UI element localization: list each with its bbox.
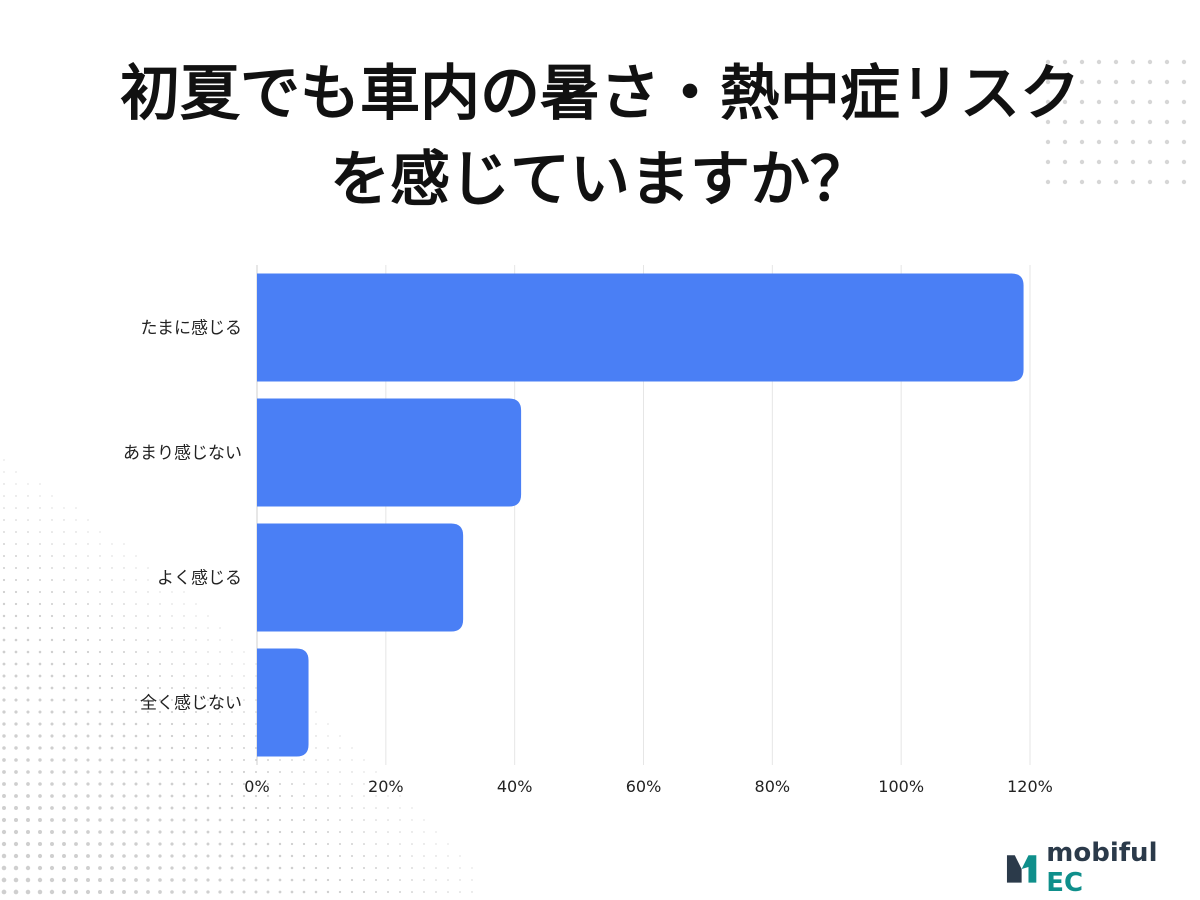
category-label: あまり感じない: [123, 444, 242, 464]
x-tick-label: 0%: [244, 777, 269, 796]
mobiful-logo-icon: [1006, 855, 1037, 883]
logo-text: mobiful EC: [1046, 838, 1200, 898]
bar: [257, 523, 464, 632]
x-tick-label: 20%: [368, 777, 404, 796]
brand-logo: mobiful EC: [1005, 838, 1200, 898]
x-tick-label: 80%: [755, 777, 791, 796]
category-label: よく感じる: [157, 569, 242, 589]
bar: [257, 398, 522, 507]
page-title-line-1: 初夏でも車内の暑さ・熱中症リスク: [120, 59, 1080, 129]
page-title-line-2: を感じていますか？: [330, 145, 870, 215]
x-tick-label: 100%: [878, 777, 924, 796]
bar: [257, 648, 309, 757]
category-label: 全く感じない: [140, 694, 242, 714]
bar: [257, 273, 1024, 382]
x-tick-label: 40%: [497, 777, 533, 796]
logo-suffix: EC: [1046, 868, 1084, 898]
x-tick-label: 120%: [1007, 777, 1053, 796]
x-tick-label: 60%: [626, 777, 662, 796]
category-label: たまに感じる: [141, 319, 243, 339]
logo-brand: mobiful: [1046, 838, 1158, 868]
